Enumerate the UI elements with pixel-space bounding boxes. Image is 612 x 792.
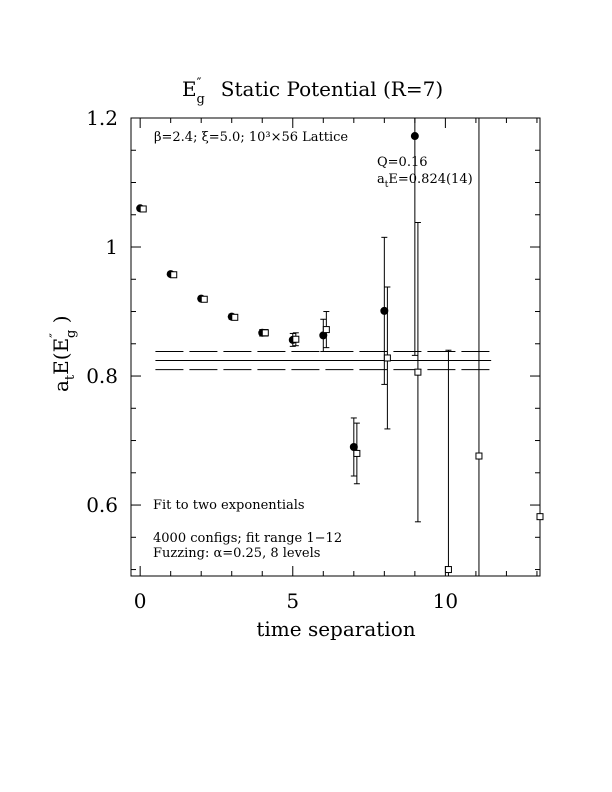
note-configs: 4000 configs; fit range 1−12: [153, 531, 342, 546]
data-point-square: [536, 513, 544, 521]
ylabel-end: ): [49, 315, 73, 329]
note-fuzz: Fuzzing: α=0.25, 8 levels: [153, 546, 320, 561]
y-tick-label: 0.8: [86, 364, 118, 388]
ylabel-sup: ″: [48, 333, 63, 338]
data-point-square: [444, 566, 452, 574]
fit-energy-pre: a: [377, 172, 385, 187]
data-point-square: [414, 368, 422, 376]
x-tick-label: 10: [433, 589, 458, 613]
data-point-square: [322, 326, 330, 334]
data-point-circle: [410, 132, 419, 141]
data-point-circle: [380, 306, 389, 315]
data-point-square: [353, 449, 361, 457]
fit-lines: [155, 351, 492, 371]
y-tick-label: 1: [105, 235, 118, 259]
lattice-info: β=2.4; ξ=5.0; 10³×56 Lattice: [154, 130, 348, 145]
ylabel-mid: E(E: [49, 338, 73, 375]
fit-energy-sub: t: [385, 180, 389, 190]
data-point-square: [170, 271, 178, 279]
title-rest: Static Potential (R=7): [221, 77, 443, 101]
data-point-square: [139, 205, 147, 213]
data-point-square: [292, 335, 300, 343]
data-point-square: [200, 295, 208, 303]
y-axis-label: atE(E″g ): [48, 315, 79, 392]
data-point-square: [231, 313, 239, 321]
ylabel-pre: a: [49, 380, 73, 392]
x-axis-label: time separation: [256, 617, 415, 641]
axis-ticks: [131, 118, 540, 576]
data-point-square: [475, 452, 483, 460]
chart-title: E″ g Static Potential (R=7): [182, 76, 443, 107]
title-sup: ″: [197, 76, 202, 91]
fit-energy-post: E=0.824(14): [388, 172, 472, 187]
data-point-square: [261, 329, 269, 337]
fit-energy: atE=0.824(14): [377, 172, 473, 190]
y-tick-label: 1.2: [86, 106, 118, 130]
x-tick-label: 5: [286, 589, 299, 613]
title-main: E: [182, 77, 197, 101]
data-point-circle: [319, 331, 328, 340]
data-point-circle: [349, 442, 358, 451]
data-points: [136, 118, 544, 576]
fit-q: Q=0.16: [377, 155, 428, 170]
x-tick-label: 0: [134, 589, 147, 613]
note-fit: Fit to two exponentials: [153, 498, 305, 513]
data-point-square: [383, 354, 391, 362]
ylabel-sub-g: g: [64, 330, 79, 338]
tick-labels: 0 5 10 0.6 0.8 1 1.2: [86, 106, 458, 613]
ylabel-sub-t: t: [63, 374, 78, 380]
y-tick-label: 0.6: [86, 493, 118, 517]
title-sub: g: [196, 92, 204, 107]
